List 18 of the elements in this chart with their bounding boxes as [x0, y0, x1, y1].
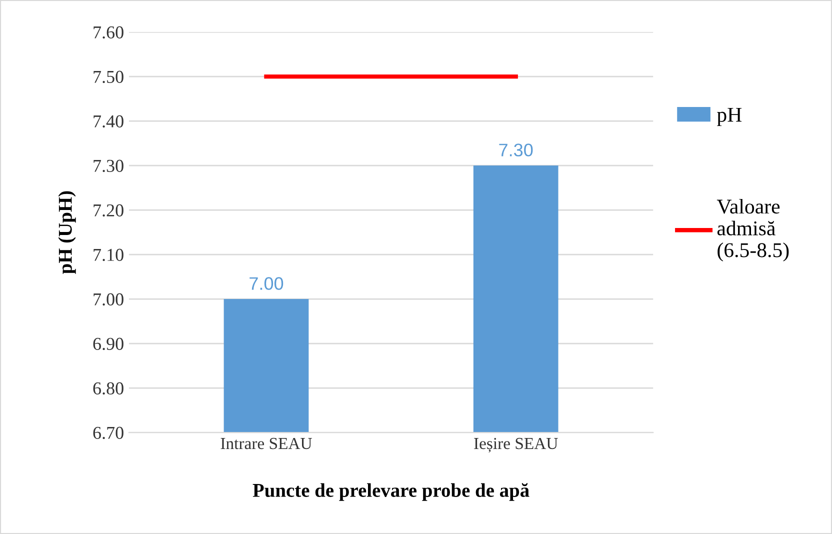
- data-label: 7.30: [499, 144, 533, 156]
- y-tick-label: 7.30: [94, 160, 124, 172]
- legend-label: pH: [717, 108, 742, 126]
- y-tick-label: 7.10: [94, 248, 124, 262]
- legend-label: Valoare admisă (6.5-8.5): [716, 198, 789, 262]
- y-tick-label: 6.80: [93, 382, 124, 395]
- y-tick-label: 6.90: [93, 338, 124, 350]
- x-axis-title: Puncte de prelevare probe de apă: [252, 483, 530, 501]
- y-tick-label: 7.50: [94, 70, 124, 84]
- y-tick-label: 7.40: [94, 115, 124, 128]
- y-tick-label: 7.20: [94, 204, 124, 217]
- x-tick-label: Ieșire SEAU: [474, 438, 558, 453]
- y-tick-label: 7.60: [94, 26, 124, 39]
- y-tick-label: 6.70: [93, 426, 124, 440]
- y-axis-title: pH (UpH): [58, 191, 76, 274]
- y-tick-label: 7.00: [94, 293, 124, 306]
- data-label: 7.00: [250, 277, 284, 290]
- x-tick-label: Intrare SEAU: [220, 438, 312, 450]
